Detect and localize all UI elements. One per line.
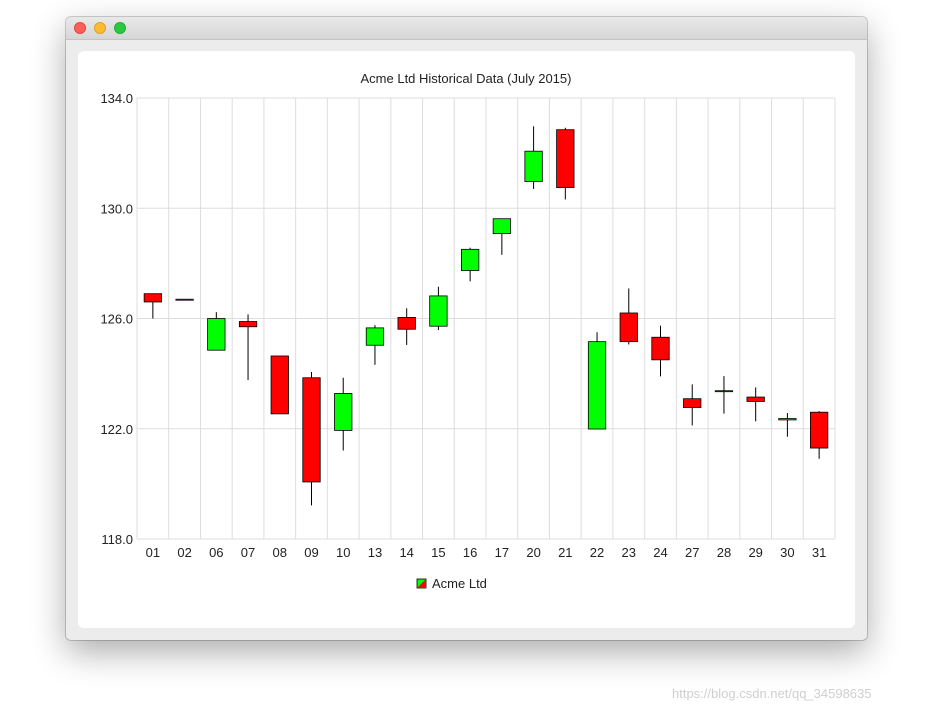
- candle-body: [556, 129, 575, 188]
- candle: [238, 314, 258, 380]
- candle: [746, 387, 765, 422]
- x-tick-label: 31: [812, 545, 826, 560]
- candle-body: [143, 293, 162, 303]
- candle-body: [524, 150, 543, 182]
- title-bar[interactable]: [66, 17, 867, 40]
- y-tick-label: 122.0: [100, 422, 133, 437]
- y-axis: 134.0 130.0 126.0 122.0 118.0: [100, 91, 133, 547]
- x-tick-label: 13: [368, 545, 382, 560]
- candle-body: [207, 318, 226, 351]
- x-tick-label: 14: [399, 545, 413, 560]
- candle-body: [746, 396, 765, 402]
- candle-body: [365, 327, 385, 346]
- y-tick-label: 118.0: [101, 532, 133, 547]
- candle: [587, 332, 607, 430]
- candle: [397, 308, 416, 345]
- candle: [556, 127, 575, 200]
- candle: [714, 376, 734, 414]
- x-tick-label: 17: [495, 545, 509, 560]
- x-tick-label: 15: [431, 545, 445, 560]
- candle-body: [302, 377, 321, 483]
- candle-body: [270, 355, 289, 415]
- candle: [429, 286, 448, 331]
- candle: [524, 126, 543, 189]
- candle-body: [683, 398, 702, 408]
- grid: [136, 97, 836, 540]
- candlestick-chart: Acme Ltd Historical Data (July 2015) 134…: [100, 71, 836, 591]
- candle: [175, 298, 194, 301]
- candle: [683, 384, 702, 426]
- candle-body: [587, 341, 607, 430]
- candle-body: [492, 218, 511, 235]
- candle-body: [714, 390, 734, 393]
- x-tick-label: 06: [209, 545, 223, 560]
- candle: [810, 411, 829, 459]
- x-tick-label: 02: [177, 545, 191, 560]
- candle: [619, 288, 638, 345]
- candle: [143, 293, 162, 319]
- chart-panel: Acme Ltd Historical Data (July 2015) 134…: [78, 51, 855, 628]
- y-tick-label: 134.0: [100, 91, 133, 106]
- x-tick-label: 30: [780, 545, 794, 560]
- x-tick-label: 23: [622, 545, 636, 560]
- candle: [207, 312, 226, 351]
- candle: [461, 247, 480, 282]
- x-tick-label: 08: [273, 545, 287, 560]
- legend-marker-decreasing: [417, 579, 426, 588]
- x-tick-label: 21: [558, 545, 572, 560]
- candle: [302, 371, 321, 506]
- x-tick-label: 09: [304, 545, 318, 560]
- x-axis: 01 02 06 07 08 09 10 13 14 15 16 17 20 21 22 23 24 27 28 29…: [146, 545, 827, 560]
- candle-body: [461, 248, 480, 271]
- candle-body: [619, 312, 638, 343]
- candle: [492, 218, 511, 255]
- x-tick-label: 10: [336, 545, 350, 560]
- candle-body: [429, 295, 448, 327]
- candle: [334, 377, 353, 451]
- candle: [651, 325, 670, 377]
- x-tick-label: 29: [748, 545, 762, 560]
- app-window: Acme Ltd Historical Data (July 2015) 134…: [66, 17, 867, 640]
- candle-body: [175, 298, 194, 301]
- x-tick-label: 20: [526, 545, 540, 560]
- x-tick-label: 07: [241, 545, 255, 560]
- candle: [778, 413, 797, 437]
- x-tick-label: 24: [653, 545, 667, 560]
- candle-body: [651, 336, 670, 361]
- candle: [365, 325, 385, 365]
- candle-body: [334, 393, 353, 431]
- minimize-button[interactable]: [94, 22, 106, 34]
- legend[interactable]: Acme Ltd: [416, 576, 487, 591]
- y-tick-label: 126.0: [100, 312, 133, 327]
- candles: [143, 126, 829, 506]
- candle-body: [397, 316, 416, 330]
- candle-body: [238, 321, 258, 328]
- candle: [270, 355, 289, 415]
- candle-body: [810, 411, 829, 449]
- y-tick-label: 130.0: [100, 201, 133, 216]
- chart-title: Acme Ltd Historical Data (July 2015): [361, 71, 572, 86]
- legend-label: Acme Ltd: [432, 576, 487, 591]
- x-tick-label: 16: [463, 545, 477, 560]
- close-button[interactable]: [74, 22, 86, 34]
- x-tick-label: 22: [590, 545, 604, 560]
- x-tick-label: 27: [685, 545, 699, 560]
- x-tick-label: 28: [717, 545, 731, 560]
- watermark: https://blog.csdn.net/qq_34598635: [672, 686, 872, 701]
- x-tick-label: 01: [146, 545, 160, 560]
- maximize-button[interactable]: [114, 22, 126, 34]
- candle-body: [778, 418, 797, 421]
